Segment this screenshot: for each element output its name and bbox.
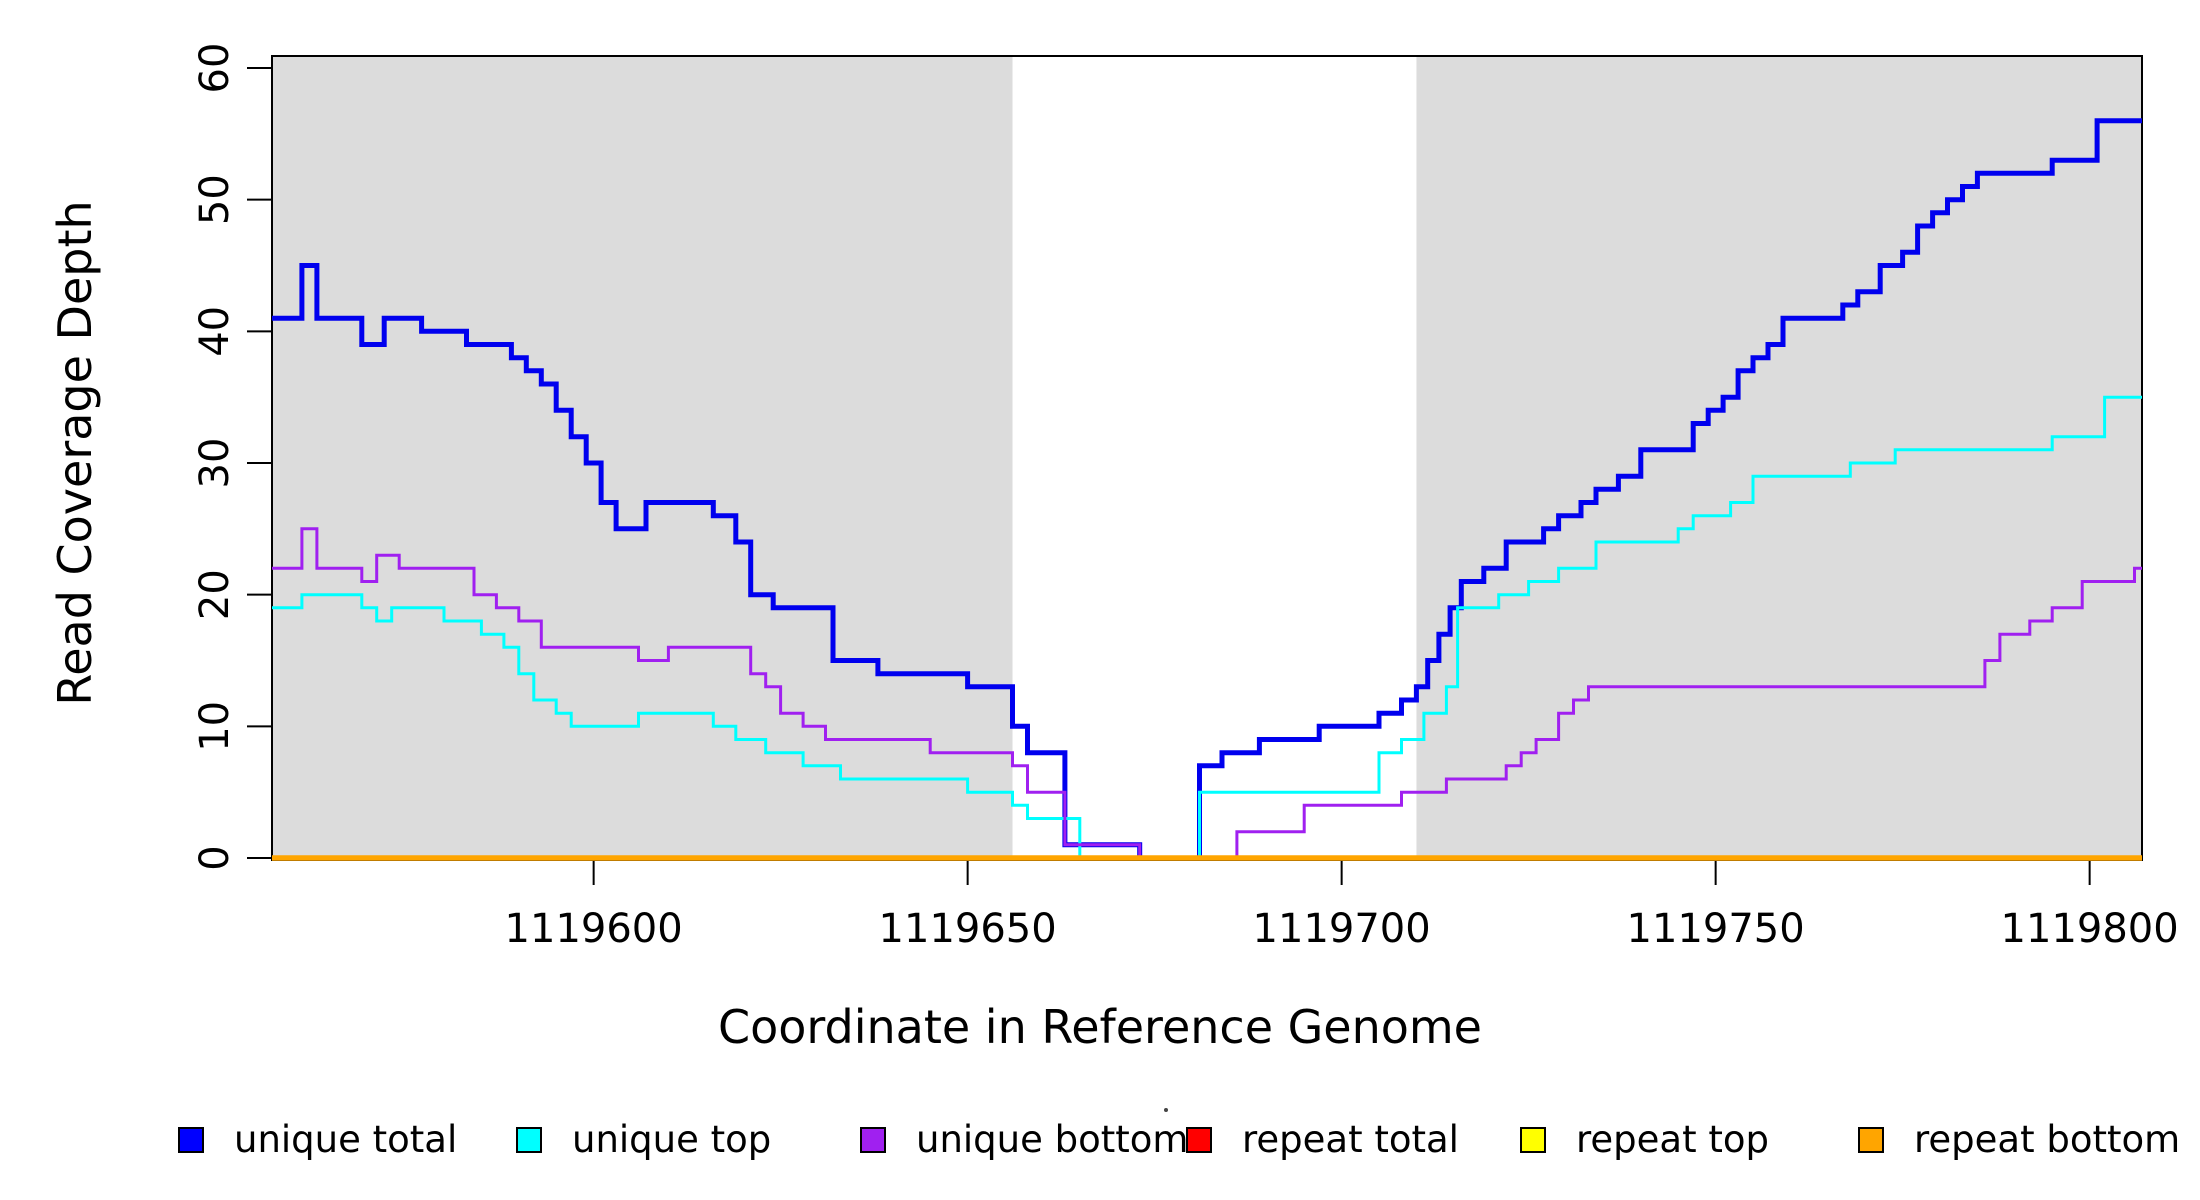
y-tick-label: 30 — [192, 438, 238, 489]
x-axis-title: Coordinate in Reference Genome — [718, 1000, 1482, 1054]
legend-label: unique top — [572, 1118, 772, 1161]
x-tick-label: 1119800 — [2001, 906, 2179, 952]
legend-swatch-icon — [178, 1126, 204, 1153]
legend-label: unique bottom — [916, 1118, 1189, 1161]
legend-item-unique-top: unique top — [516, 1118, 771, 1161]
legend-label: repeat top — [1576, 1118, 1769, 1161]
legend-item-repeat-bottom: repeat bottom — [1858, 1118, 2180, 1161]
legend-label: repeat bottom — [1914, 1118, 2181, 1161]
series-line-unique-top — [272, 395, 2142, 860]
y-tick-label: 60 — [192, 43, 238, 94]
x-tick-label: 1119650 — [879, 906, 1057, 952]
legend-swatch-icon — [1186, 1126, 1212, 1153]
y-tick-label: 40 — [192, 306, 238, 357]
legend-swatch-icon — [1520, 1126, 1546, 1153]
legend-swatch-icon — [1858, 1126, 1884, 1153]
legend-item-unique-bottom: unique bottom — [860, 1118, 1188, 1161]
x-tick-label: 1119600 — [505, 906, 683, 952]
legend-label: unique total — [234, 1118, 458, 1161]
series-line-unique-total — [272, 118, 2142, 861]
y-tick-label: 10 — [192, 701, 238, 752]
y-tick-label: 20 — [192, 569, 238, 620]
x-tick-label: 1119700 — [1253, 906, 1431, 952]
series-line-unique-bottom — [272, 527, 2142, 860]
shaded-region — [272, 56, 1013, 860]
legend-swatch-icon — [516, 1126, 542, 1153]
legend-item-repeat-top: repeat top — [1520, 1118, 1769, 1161]
x-tick-label: 1119750 — [1627, 906, 1805, 952]
stray-dot-artifact — [1164, 1108, 1168, 1112]
legend-swatch-icon — [860, 1126, 886, 1153]
y-axis-title: Read Coverage Depth — [48, 200, 102, 706]
legend-item-unique-total: unique total — [178, 1118, 457, 1161]
y-tick-label: 50 — [192, 174, 238, 225]
legend-item-repeat-total: repeat total — [1186, 1118, 1459, 1161]
y-tick-label: 0 — [192, 845, 238, 870]
shaded-region — [1416, 56, 2142, 860]
legend-label: repeat total — [1242, 1118, 1459, 1161]
